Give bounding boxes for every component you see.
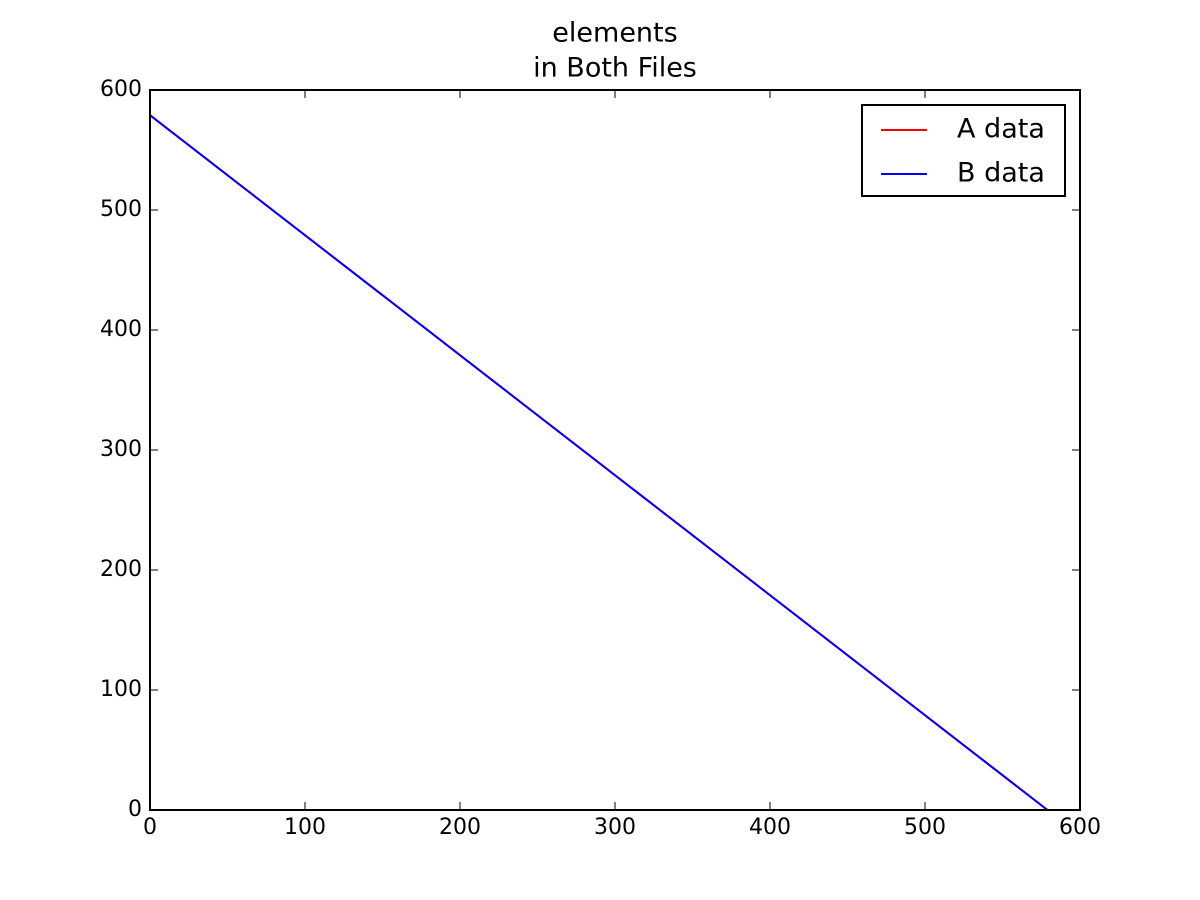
y-tick-label: 100 [100,677,142,702]
x-tick-label: 500 [904,815,946,840]
y-tick-label: 300 [100,437,142,462]
y-tick-label: 600 [100,77,142,102]
x-tick-label: 400 [749,815,791,840]
x-tick-label: 100 [284,815,326,840]
x-tick-label: 300 [594,815,636,840]
plot-frame [149,89,1081,811]
x-tick-label: 0 [143,815,157,840]
chart-title: in Both Files [533,53,697,84]
y-tick-label: 200 [100,557,142,582]
legend-box [861,104,1066,197]
data-line [149,114,1049,811]
y-tick-label: 500 [100,197,142,222]
legend-label: B data [957,158,1045,189]
y-tick-label: 400 [100,317,142,342]
chart-title: elements [552,18,677,49]
x-tick-label: 600 [1059,815,1101,840]
y-tick-label: 0 [128,797,142,822]
x-tick-label: 200 [439,815,481,840]
legend-label: A data [957,114,1045,145]
